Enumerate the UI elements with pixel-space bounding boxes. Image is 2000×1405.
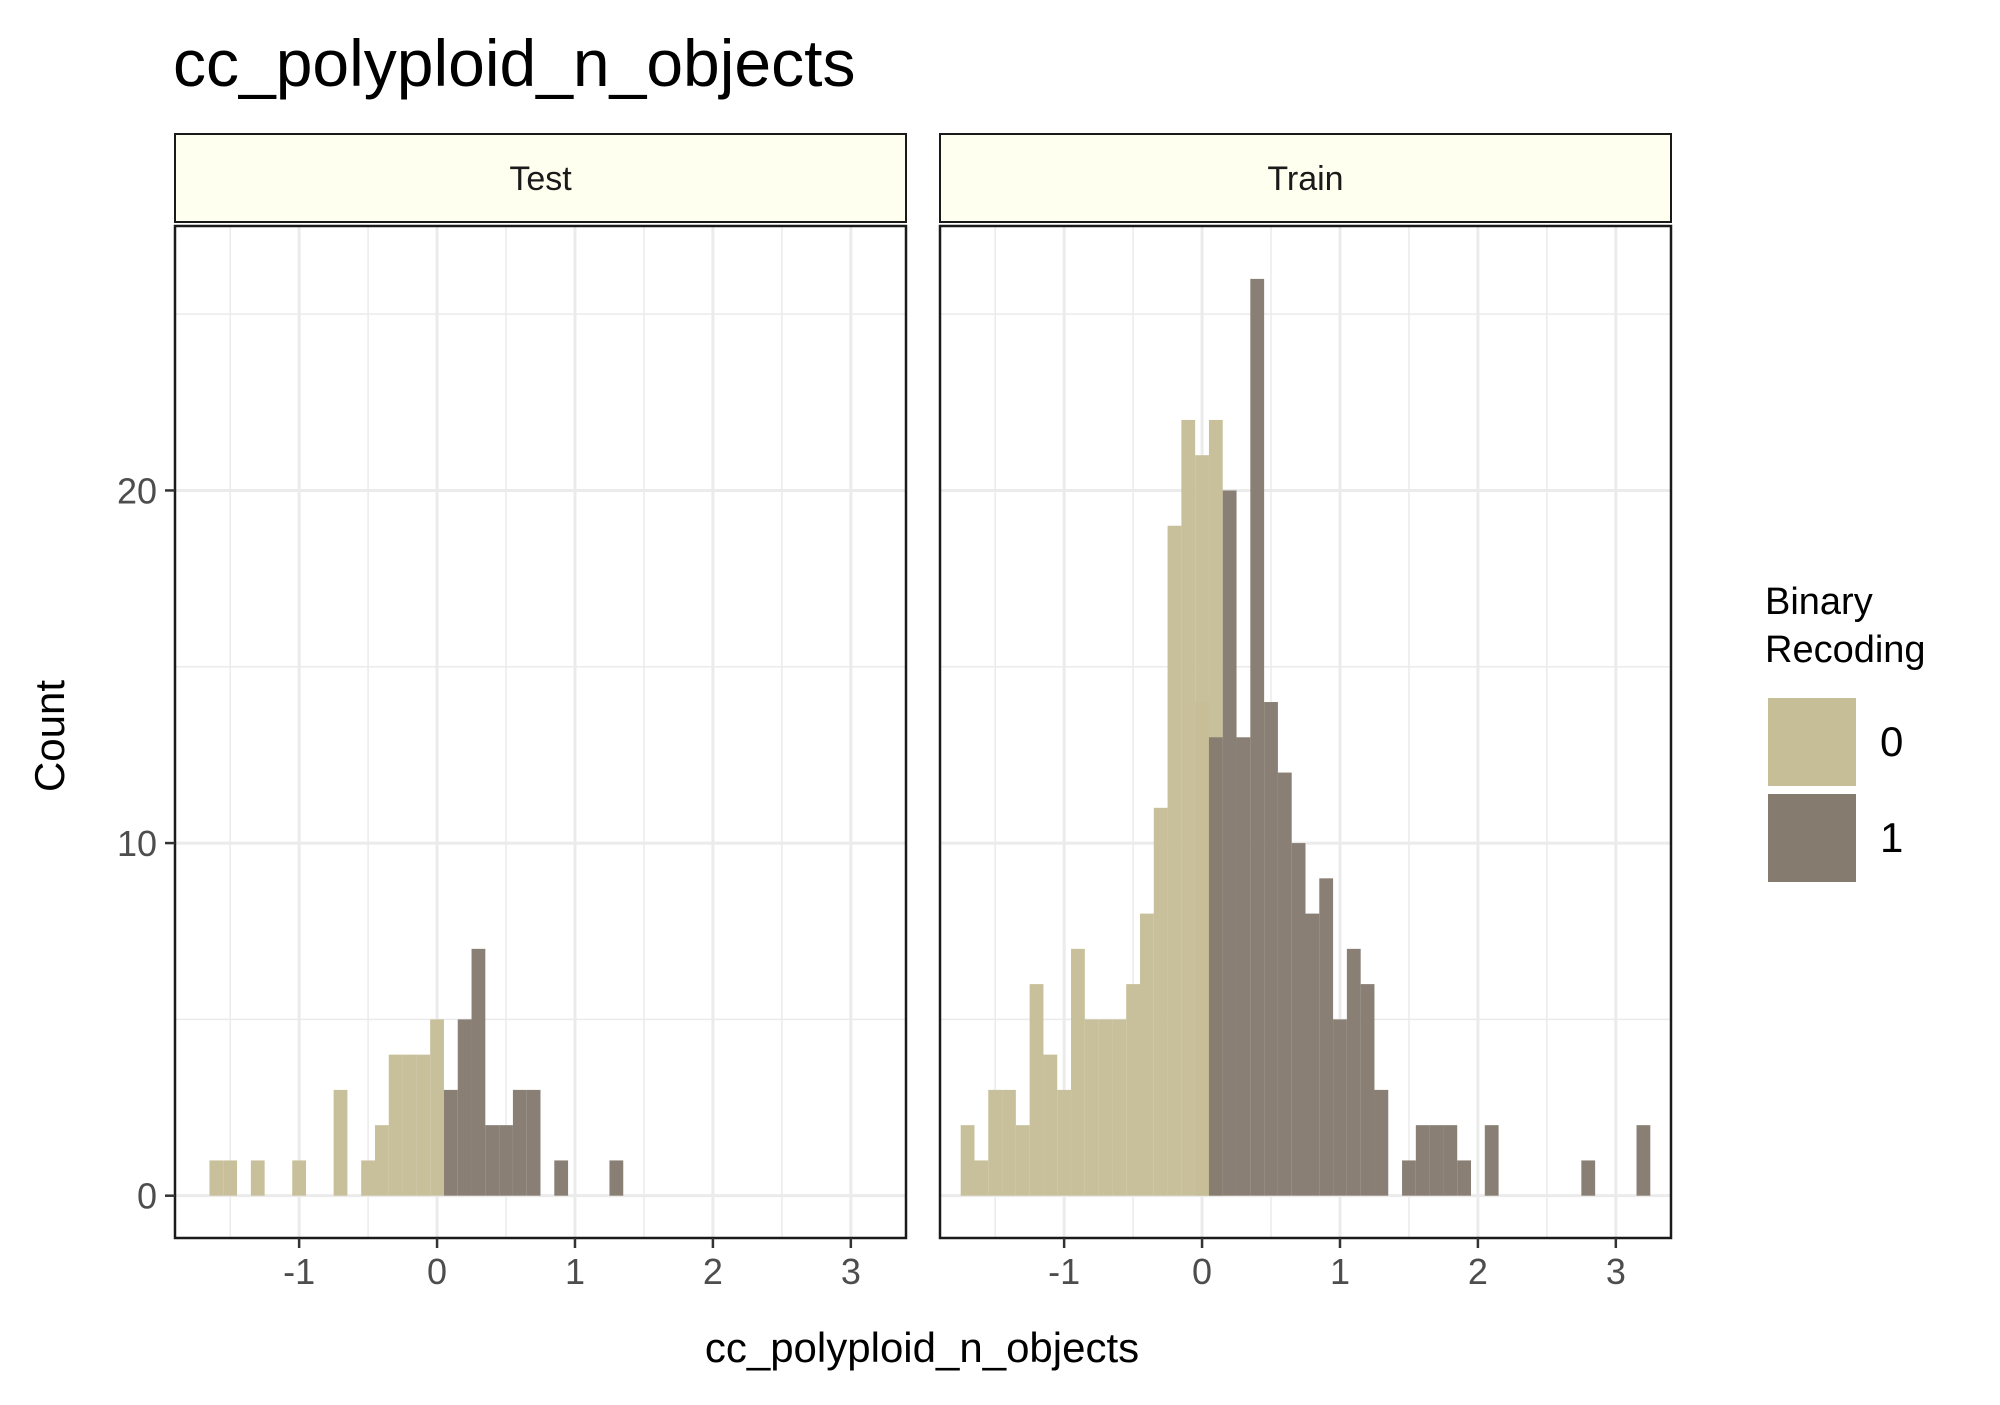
y-tick-label: 0 — [137, 1176, 157, 1217]
legend-title-line: Recoding — [1765, 629, 1926, 671]
x-tick-label: -1 — [1048, 1251, 1080, 1292]
histogram-bar — [988, 1089, 1003, 1196]
histogram-bar — [443, 1089, 458, 1196]
histogram-bar — [554, 1160, 569, 1196]
histogram-bar — [374, 1125, 389, 1196]
facet-panel-train: Train -1 0 1 2 3 — [938, 133, 1673, 1292]
histogram-bar — [1305, 913, 1320, 1196]
histogram-bar — [388, 1054, 403, 1196]
x-tick-label: 1 — [1330, 1251, 1350, 1292]
histogram-bar — [499, 1125, 513, 1196]
legend: Binary Recoding 0 1 — [1765, 581, 1926, 882]
facet-strip-label: Test — [509, 160, 572, 198]
histogram-bar — [1333, 1019, 1347, 1196]
histogram-bar — [333, 1089, 348, 1196]
histogram-bar — [485, 1125, 500, 1196]
legend-label-1: 1 — [1880, 814, 1903, 861]
histogram-bar — [250, 1160, 265, 1196]
x-tick-label: 0 — [427, 1251, 447, 1292]
histogram-bar — [1057, 1089, 1072, 1196]
histogram-bar — [974, 1160, 989, 1196]
histogram-bar — [1139, 913, 1154, 1196]
legend-title-line: Binary — [1765, 581, 1873, 623]
legend-label-0: 0 — [1880, 718, 1903, 765]
histogram-bar — [1636, 1125, 1651, 1196]
histogram-bar — [1126, 984, 1140, 1196]
facet-strip-label: Train — [1267, 160, 1343, 198]
y-tick-label: 10 — [117, 823, 157, 864]
histogram-bar — [1374, 1089, 1389, 1196]
histogram-bar — [1429, 1125, 1444, 1196]
histogram-bar — [1415, 1125, 1430, 1196]
histogram-bar — [1236, 737, 1251, 1196]
x-tick-label: 2 — [1468, 1251, 1488, 1292]
histogram-bar — [402, 1054, 417, 1196]
y-axis-label: Count — [26, 680, 73, 792]
facet-panel-test: Test -1 0 1 2 3 0 10 20 — [117, 133, 908, 1292]
histogram-bar — [223, 1160, 238, 1196]
histogram-bar — [471, 948, 486, 1196]
histogram-bar — [1457, 1160, 1472, 1196]
histogram-bar — [361, 1160, 375, 1196]
histogram-bar — [1002, 1089, 1016, 1196]
x-tick-label: 2 — [703, 1251, 723, 1292]
histogram-bar — [1250, 278, 1265, 1196]
histogram-bar — [1264, 702, 1278, 1196]
histogram-bar — [1015, 1125, 1030, 1196]
x-tick-label: 3 — [841, 1251, 861, 1292]
y-tick-label: 20 — [117, 470, 157, 511]
histogram-bar — [1167, 525, 1182, 1196]
histogram-bar — [209, 1160, 224, 1196]
x-tick-label: 0 — [1192, 1251, 1212, 1292]
histogram-bar — [1195, 702, 1209, 1196]
histogram-bar — [1098, 1019, 1113, 1196]
histogram-bar — [1112, 1019, 1127, 1196]
legend-swatch-1 — [1768, 794, 1856, 882]
histogram-bar — [512, 1089, 527, 1196]
histogram-bar — [416, 1054, 431, 1196]
histogram-bar — [1071, 948, 1085, 1196]
histogram-bar — [1181, 419, 1196, 1196]
histogram-bar — [1043, 1054, 1058, 1196]
histogram-bar — [960, 1125, 975, 1196]
histogram-bar — [609, 1160, 624, 1196]
histogram-bar — [292, 1160, 307, 1196]
histogram-bar — [526, 1089, 541, 1196]
histogram-bar — [1402, 1160, 1416, 1196]
chart-title: cc_polyploid_n_objects — [173, 26, 855, 100]
histogram-bar — [430, 1019, 444, 1196]
facet-strip — [939, 133, 1672, 223]
x-tick-label: -1 — [283, 1251, 315, 1292]
histogram-bar — [457, 1019, 472, 1196]
histogram-bar — [1222, 490, 1237, 1196]
x-tick-label: 1 — [565, 1251, 585, 1292]
legend-swatch-0 — [1768, 698, 1856, 786]
histogram-bar — [1319, 878, 1334, 1196]
x-axis-label: cc_polyploid_n_objects — [705, 1324, 1139, 1371]
histogram-bar — [1360, 984, 1375, 1196]
panel-border — [173, 224, 908, 1240]
facet-strip — [174, 133, 907, 223]
histogram-bar — [1084, 1019, 1099, 1196]
histogram-bar — [1346, 948, 1361, 1196]
plot-area — [175, 226, 906, 1238]
histogram-bar — [1581, 1160, 1596, 1196]
x-tick-label: 3 — [1606, 1251, 1626, 1292]
histogram-bar — [1277, 772, 1292, 1196]
histogram-bar — [1484, 1125, 1499, 1196]
histogram-bar — [1208, 737, 1223, 1196]
histogram-bar — [1443, 1125, 1458, 1196]
facet-panels: Test -1 0 1 2 3 0 10 20 Train -1 0 1 2 3 — [117, 133, 1673, 1292]
histogram-bar — [1153, 807, 1168, 1196]
histogram-bar — [1291, 843, 1306, 1196]
panel-border — [938, 224, 1673, 1240]
histogram-bar — [1029, 984, 1044, 1196]
